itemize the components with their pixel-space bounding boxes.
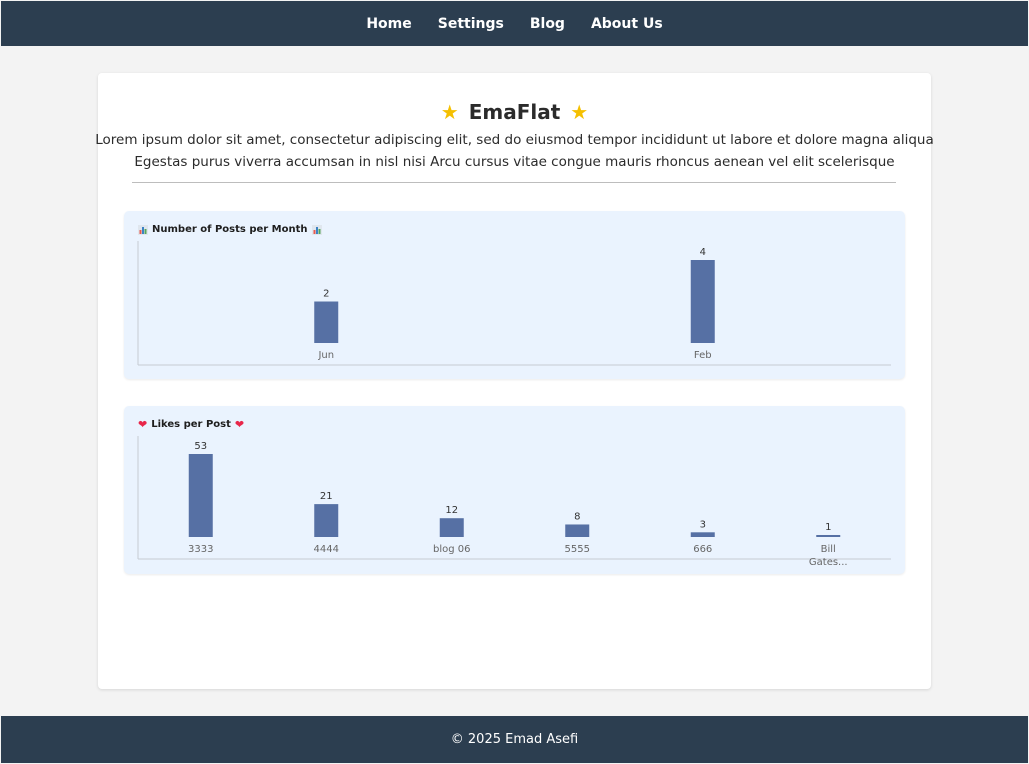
category-label: 4444 [314,544,339,555]
footer: © 2025 Emad Asefi [1,716,1028,763]
bar [439,518,464,537]
category-label: Bill [821,544,836,555]
chart-title: Likes per Post [151,419,231,430]
site-title-row: ★ EmaFlat ★ [0,100,1029,124]
bar [188,454,213,537]
bar [314,301,339,343]
bar-chart-icon [311,224,322,235]
bar-value-label: 4 [700,247,706,258]
bar [690,532,715,537]
star-icon: ★ [570,100,589,124]
bar-value-label: 1 [825,522,831,533]
site-description-line2: Egestas purus viverra accumsan in nisl n… [134,154,895,170]
likes-per-post-title: ❤ Likes per Post ❤ [138,419,244,430]
bar [816,535,841,537]
category-label: Jun [317,350,334,361]
bar-value-label: 3 [700,519,706,530]
bar [565,524,590,537]
likes-per-post-panel: ❤ Likes per Post ❤ 53 3333 21 4444 12 blog 06… [124,406,905,574]
divider [132,182,896,183]
posts-per-month-title: Number of Posts per Month [138,224,322,235]
nav-settings-link[interactable]: Settings [437,15,504,32]
bar-chart-icon [138,224,148,235]
nav-home-link[interactable]: Home [366,15,412,32]
heart-icon: ❤ [234,418,245,431]
likes-per-post-chart: 53 3333 21 4444 12 blog 06 8 5555 3 666 1 Bill Gates… [137,436,891,568]
category-label: Feb [694,350,712,361]
bar-value-label: 8 [574,511,580,522]
bar [314,504,339,537]
posts-per-month-panel: Number of Posts per Month 2 Jun 4 Feb [124,211,905,379]
bar-value-label: 2 [323,289,329,300]
chart-title: Number of Posts per Month [152,224,308,235]
bar-value-label: 21 [320,491,333,502]
footer-copyright: © 2025 Emad Asefi [450,732,579,747]
top-navigation: Home Settings Blog About Us [1,1,1028,46]
bar [690,260,715,343]
category-label: blog 06 [433,544,471,555]
category-label: 666 [693,544,712,555]
site-title: EmaFlat [468,100,561,124]
nav-blog-link[interactable]: Blog [529,15,565,32]
bar-value-label: 12 [445,505,458,516]
site-description-line1: Lorem ipsum dolor sit amet, consectetur … [95,132,934,148]
nav-about-us-link[interactable]: About Us [590,15,663,32]
category-label: 3333 [188,544,213,555]
posts-per-month-chart: 2 Jun 4 Feb [137,241,891,366]
main-card [98,73,931,689]
category-label: Gates... [809,557,848,568]
bar-value-label: 53 [194,441,207,452]
star-icon: ★ [440,100,459,124]
category-label: 5555 [565,544,590,555]
heart-icon: ❤ [138,418,148,431]
